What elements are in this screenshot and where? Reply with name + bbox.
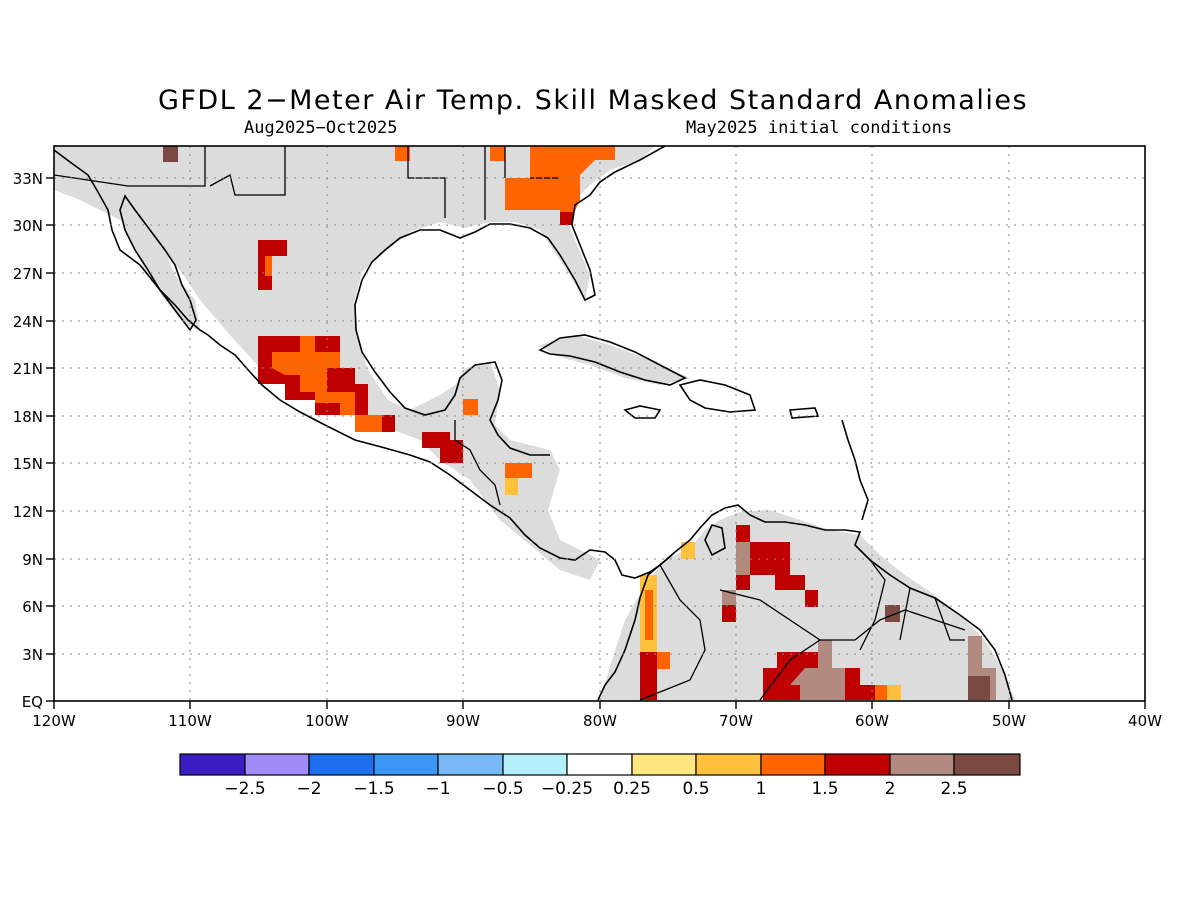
lon-label: 90W xyxy=(446,712,480,730)
lat-label: 30N xyxy=(13,217,43,235)
country-borders xyxy=(54,146,966,701)
legend-swatch xyxy=(308,753,375,776)
cuba-coastline xyxy=(538,334,687,386)
baja-california-mask xyxy=(120,195,200,330)
north-america-coastline xyxy=(54,149,673,579)
anomaly-cell xyxy=(640,652,657,700)
legend-swatch xyxy=(502,753,568,776)
legend-label: −1 xyxy=(425,779,450,799)
anomaly-cell xyxy=(505,478,518,495)
anomaly-cell xyxy=(163,146,178,162)
legend-swatch xyxy=(824,753,891,776)
legend-swatch xyxy=(566,753,633,776)
jamaica-coastline xyxy=(623,405,662,419)
hispaniola-coastline xyxy=(678,379,757,413)
lon-label: 50W xyxy=(992,712,1026,730)
anomaly-cell xyxy=(560,212,573,225)
baja-california-coastline xyxy=(119,194,197,332)
figure-title: GFDL 2−Meter Air Temp. Skill Masked Stan… xyxy=(157,85,1029,116)
lon-label: 70W xyxy=(719,712,753,730)
legend-label: 2 xyxy=(885,779,896,799)
legend-label: 1.5 xyxy=(811,779,838,799)
lake-maracaibo-coastline xyxy=(704,524,726,557)
anomaly-region-central-mexico-inner xyxy=(272,336,355,415)
anomaly-shading-layer xyxy=(163,146,996,700)
legend-label: −2 xyxy=(296,779,321,799)
lat-label: 18N xyxy=(13,408,43,426)
lon-label: 120W xyxy=(32,712,76,730)
legend-labels: −2.5 −2 −1.5 −1 −0.5 −0.25 0.25 0.5 1 1.… xyxy=(224,779,967,799)
initial-conditions: May2025 initial conditions xyxy=(686,118,953,138)
lat-label: 24N xyxy=(13,313,43,331)
legend-swatch xyxy=(889,753,955,776)
gridlines xyxy=(54,146,1145,701)
lon-label: 60W xyxy=(855,712,889,730)
anomaly-cell xyxy=(265,256,272,276)
lon-label: 100W xyxy=(305,712,349,730)
anomaly-region-southeast-us xyxy=(505,146,615,215)
gulf-of-mexico-coastline xyxy=(354,146,666,456)
anomaly-cell xyxy=(505,463,532,478)
anomaly-cell xyxy=(875,685,887,700)
puerto-rico-coastline xyxy=(788,407,820,419)
cuba-mask xyxy=(540,335,690,385)
lon-label: 80W xyxy=(583,712,617,730)
anomaly-cell xyxy=(463,399,478,415)
lat-label: 15N xyxy=(13,455,43,473)
anomaly-region-guatemala xyxy=(422,432,463,463)
anomaly-cell xyxy=(355,415,382,432)
legend-label: 0.5 xyxy=(682,779,709,799)
legend-swatch xyxy=(437,753,504,776)
legend-swatches xyxy=(179,753,1021,776)
lat-label: 6N xyxy=(22,598,43,616)
legend-label: 2.5 xyxy=(940,779,967,799)
anomaly-cell xyxy=(645,590,653,640)
lat-label: 33N xyxy=(13,170,43,188)
legend-label: −0.25 xyxy=(541,779,593,799)
lat-label: 9N xyxy=(22,551,43,569)
lat-labels: EQ 3N 6N 9N 12N 15N 18N 21N 24N 27N 30N … xyxy=(13,170,43,711)
legend-swatch xyxy=(244,753,310,776)
map-content xyxy=(54,146,1145,701)
legend-label: −2.5 xyxy=(224,779,265,799)
lat-label: EQ xyxy=(22,693,43,711)
masked-land-layer xyxy=(54,146,1015,700)
legend-label: 0.25 xyxy=(613,779,651,799)
anomaly-region-venezuela xyxy=(736,525,805,590)
legend-swatch xyxy=(373,753,439,776)
legend-swatch xyxy=(179,753,246,776)
legend-swatch xyxy=(631,753,697,776)
anomaly-cell xyxy=(885,605,900,622)
legend-swatch xyxy=(953,753,1021,776)
anomaly-cell xyxy=(490,146,505,161)
anomaly-region-northern-mexico xyxy=(258,240,287,290)
legend-label: −0.5 xyxy=(482,779,523,799)
anomaly-cell xyxy=(681,542,695,559)
anomaly-cell xyxy=(395,146,410,161)
lat-label: 21N xyxy=(13,360,43,378)
legend-swatch xyxy=(695,753,762,776)
lat-label: 3N xyxy=(22,646,43,664)
lesser-antilles-coastline xyxy=(841,419,869,521)
anomaly-cell xyxy=(968,676,990,700)
lon-label: 40W xyxy=(1128,712,1162,730)
legend-swatch xyxy=(760,753,826,776)
legend-label: 1 xyxy=(756,779,767,799)
north-america-mask xyxy=(54,146,655,580)
anomaly-region-northern-brazil-brown xyxy=(790,640,845,700)
color-legend: −2.5 −2 −1.5 −1 −0.5 −0.25 0.25 0.5 1 1.… xyxy=(179,753,1021,799)
lat-label: 12N xyxy=(13,503,43,521)
lon-label: 110W xyxy=(168,712,212,730)
axis-ticks xyxy=(46,177,1146,709)
valid-period: Aug2025−Oct2025 xyxy=(244,118,398,138)
lat-label: 27N xyxy=(13,265,43,283)
anomaly-cell xyxy=(805,590,818,607)
coastline-layer xyxy=(54,146,1013,701)
anomaly-cell xyxy=(657,652,670,669)
lon-labels: 120W 110W 100W 90W 80W 70W 60W 50W 40W xyxy=(32,712,1162,730)
legend-label: −1.5 xyxy=(353,779,394,799)
